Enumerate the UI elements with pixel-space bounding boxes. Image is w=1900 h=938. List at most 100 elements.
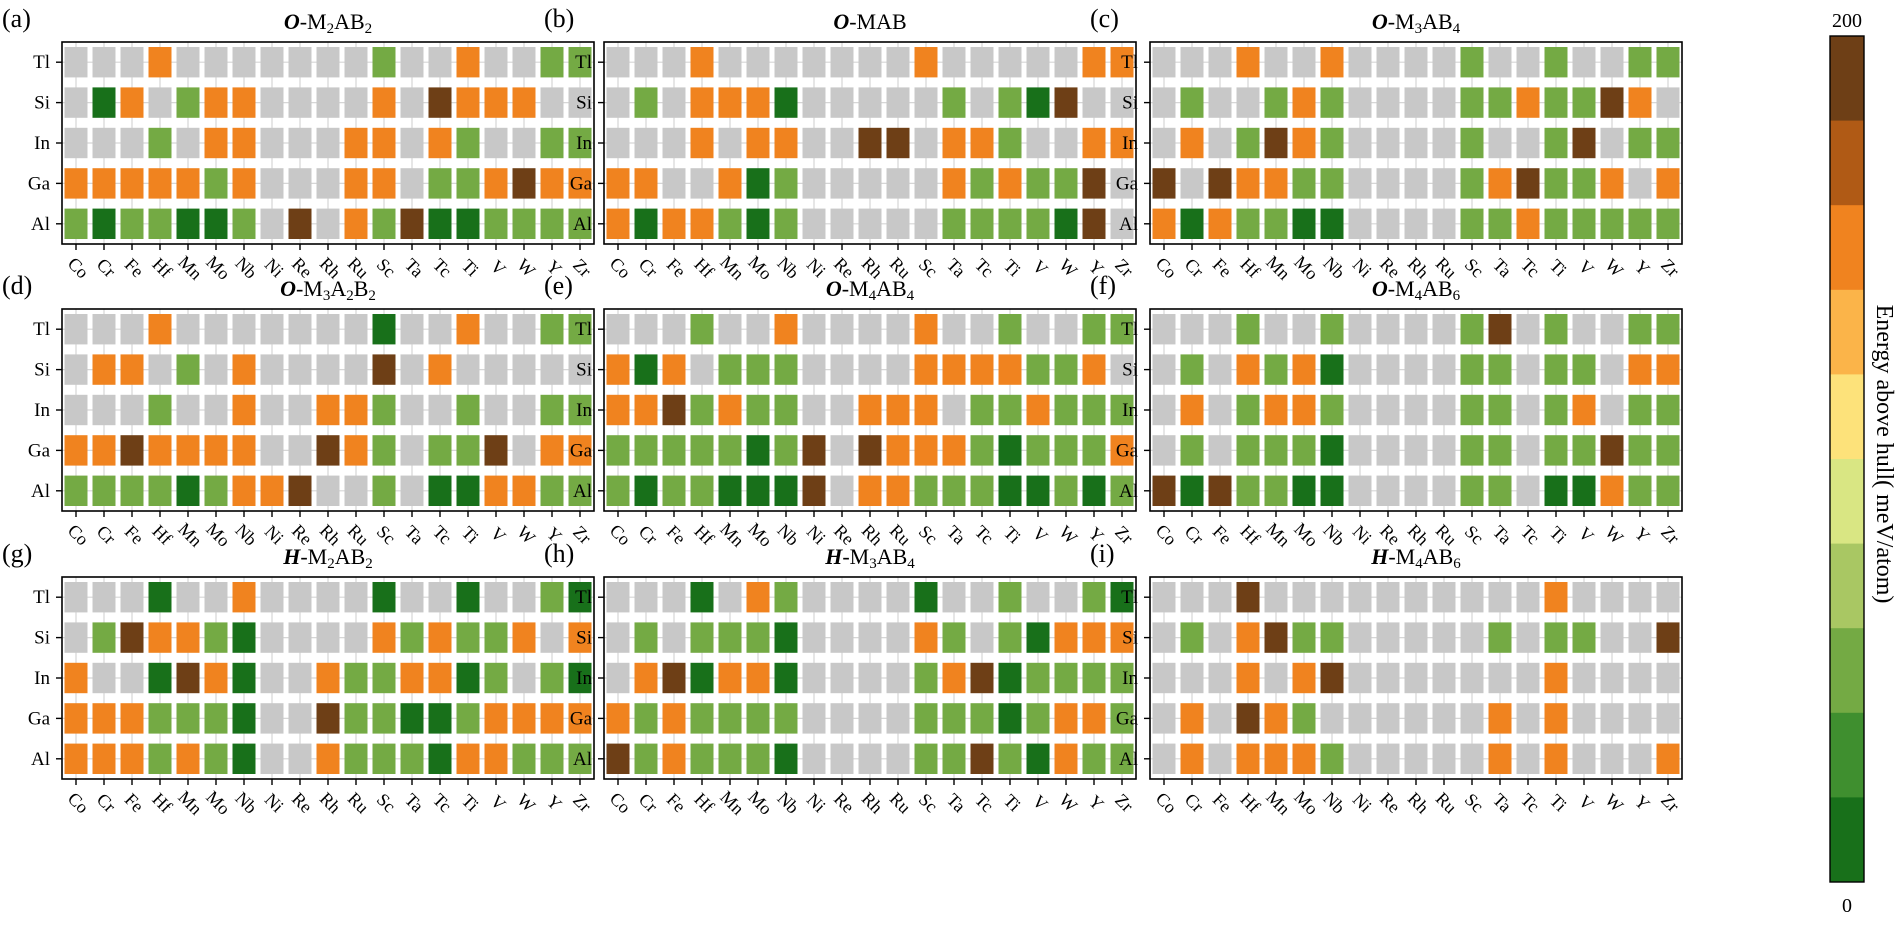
heatmap-cell <box>1460 354 1484 385</box>
x-tick-label: Cr <box>635 521 662 548</box>
heatmap-cell <box>1572 743 1596 774</box>
heatmap-cell <box>1404 354 1428 385</box>
x-tick-label: Ta <box>1489 789 1516 816</box>
heatmap-cell <box>1376 47 1400 78</box>
heatmap-cell <box>1656 87 1680 118</box>
colorbar-swatch <box>1830 120 1864 206</box>
heatmap-cell <box>830 582 854 613</box>
heatmap-cell <box>1348 662 1372 694</box>
heatmap-cell <box>1572 703 1596 734</box>
heatmap-cell <box>456 475 480 506</box>
heatmap-cell <box>634 314 658 345</box>
heatmap-cell <box>1600 314 1624 345</box>
x-tick-label: Ni <box>803 789 830 816</box>
heatmap-cell <box>886 168 910 199</box>
x-tick-label: Ta <box>1489 254 1516 281</box>
heatmap-cell <box>718 662 742 694</box>
x-tick-label: Fe <box>1209 521 1236 548</box>
heatmap-cell <box>120 475 144 506</box>
heatmap-cell <box>634 662 658 694</box>
heatmap-cell <box>148 662 172 694</box>
heatmap-cell <box>1292 87 1316 118</box>
heatmap-cell <box>148 87 172 118</box>
heatmap-cell <box>484 47 508 78</box>
heatmap-cell <box>1110 208 1134 239</box>
heatmap-cell <box>606 394 630 426</box>
heatmap-cell <box>998 47 1022 78</box>
heatmap-cell <box>1432 394 1456 426</box>
heatmap-cell <box>92 354 116 385</box>
heatmap-cell <box>690 703 714 734</box>
heatmap-cell <box>1208 475 1232 506</box>
heatmap-cell <box>204 662 228 694</box>
heatmap-cell <box>428 208 452 239</box>
heatmap-cell <box>1152 743 1176 774</box>
heatmap-cell <box>120 127 144 159</box>
heatmap-cell <box>970 475 994 506</box>
heatmap-cell <box>662 435 686 466</box>
heatmap-cell <box>1292 475 1316 506</box>
heatmap-cell <box>1376 208 1400 239</box>
heatmap-cell <box>746 127 770 159</box>
x-tick-label: Tc <box>429 789 456 816</box>
heatmap-cell <box>1348 208 1372 239</box>
x-tick-label: Ti <box>1000 790 1025 815</box>
heatmap-cell <box>1180 475 1204 506</box>
heatmap-cell <box>914 394 938 426</box>
heatmap-cell <box>148 475 172 506</box>
heatmap-cell <box>1628 208 1652 239</box>
heatmap-cell <box>1572 168 1596 199</box>
heatmap-cell <box>344 662 368 694</box>
heatmap-cell <box>1628 622 1652 653</box>
heatmap-cell <box>802 47 826 78</box>
heatmap-cell <box>260 394 284 426</box>
heatmap-cell <box>204 87 228 118</box>
heatmap-cell <box>718 743 742 774</box>
heatmap-cell <box>662 622 686 653</box>
heatmap-cell <box>1488 435 1512 466</box>
heatmap-cell <box>1082 662 1106 694</box>
heatmap-cell <box>568 168 592 199</box>
heatmap-cell <box>774 87 798 118</box>
heatmap-cell <box>344 354 368 385</box>
x-tick-label: W <box>513 790 539 816</box>
y-tick-label: Ga <box>570 708 593 729</box>
heatmap-cell <box>606 208 630 239</box>
heatmap-cell <box>998 622 1022 653</box>
heatmap-cell <box>1516 127 1540 159</box>
heatmap-cell <box>942 703 966 734</box>
heatmap-cell <box>400 127 424 159</box>
heatmap-cell <box>1082 168 1106 199</box>
heatmap-cell <box>568 208 592 239</box>
heatmap-cell <box>204 354 228 385</box>
colorbar-swatch <box>1830 289 1864 375</box>
heatmap-cell <box>568 127 592 159</box>
x-tick-label: Fe <box>121 254 148 281</box>
heatmap-cell <box>942 127 966 159</box>
heatmap-cell <box>1376 622 1400 653</box>
heatmap-cell <box>1628 435 1652 466</box>
x-tick-label: Tc <box>971 254 998 281</box>
heatmap-cell <box>568 582 592 613</box>
heatmap-cell <box>998 435 1022 466</box>
colorbar-title: Energy above hull( meV/atom) <box>1871 305 1897 604</box>
heatmap-cell <box>1628 127 1652 159</box>
heatmap-cell <box>1082 582 1106 613</box>
heatmap-cell <box>540 703 564 734</box>
heatmap-cell <box>512 168 536 199</box>
heatmap-cell <box>1572 622 1596 653</box>
heatmap-cell <box>456 314 480 345</box>
heatmap-cell <box>512 127 536 159</box>
heatmap-cell <box>1320 354 1344 385</box>
heatmap-cell <box>1544 47 1568 78</box>
heatmap-cell <box>1460 394 1484 426</box>
heatmap-cell <box>1264 208 1288 239</box>
x-tick-label: Co <box>64 788 93 817</box>
heatmap-cell <box>1320 703 1344 734</box>
colorbar-min-label: 0 <box>1842 895 1852 917</box>
heatmap-cell <box>484 475 508 506</box>
heatmap-cell <box>1460 475 1484 506</box>
heatmap-cell <box>690 394 714 426</box>
heatmap-cell <box>1026 435 1050 466</box>
x-tick-label: Cr <box>635 254 662 281</box>
